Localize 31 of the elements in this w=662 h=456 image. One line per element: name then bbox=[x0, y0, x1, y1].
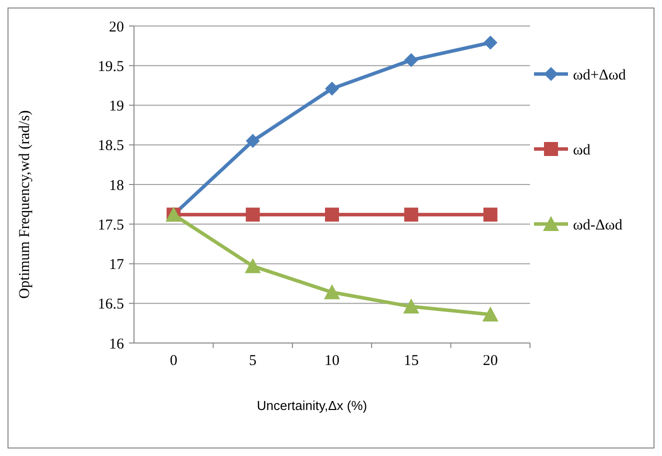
point bbox=[404, 53, 418, 68]
legend-label: ωd+Δωd bbox=[573, 67, 626, 84]
y-tick-label: 16 bbox=[109, 336, 124, 352]
y-tick-label: 16.5 bbox=[98, 296, 124, 313]
x-tick-label: 0 bbox=[170, 353, 178, 369]
y-axis-title: Optimum Frequency,wd (rad/s) bbox=[17, 110, 33, 299]
point bbox=[403, 298, 420, 314]
point bbox=[483, 36, 498, 50]
y-tick-label: 17.5 bbox=[98, 217, 124, 234]
point bbox=[483, 208, 498, 222]
point bbox=[246, 134, 260, 148]
point bbox=[325, 82, 339, 96]
legend-label: ωd-Δωd bbox=[573, 217, 623, 234]
x-axis-title: Uncertainity,Δx (%) bbox=[256, 398, 368, 413]
y-tick-label: 20 bbox=[109, 19, 124, 36]
point bbox=[404, 208, 418, 222]
y-tick-label: 18.5 bbox=[98, 138, 124, 154]
y-tick-label: 19.5 bbox=[98, 58, 124, 75]
x-tick-label: 15 bbox=[404, 353, 419, 369]
x-tick-label: 5 bbox=[249, 353, 257, 369]
y-tick-label: 17 bbox=[109, 257, 124, 273]
x-tick-label: 20 bbox=[482, 353, 498, 369]
legend-label: ωd bbox=[573, 142, 591, 158]
point bbox=[246, 208, 260, 222]
x-tick-label: 10 bbox=[324, 353, 340, 369]
point bbox=[482, 306, 498, 322]
point bbox=[325, 208, 339, 222]
y-tick-label: 19 bbox=[109, 98, 124, 114]
point bbox=[244, 258, 261, 274]
point bbox=[324, 284, 340, 300]
y-tick-label: 18 bbox=[109, 178, 124, 194]
